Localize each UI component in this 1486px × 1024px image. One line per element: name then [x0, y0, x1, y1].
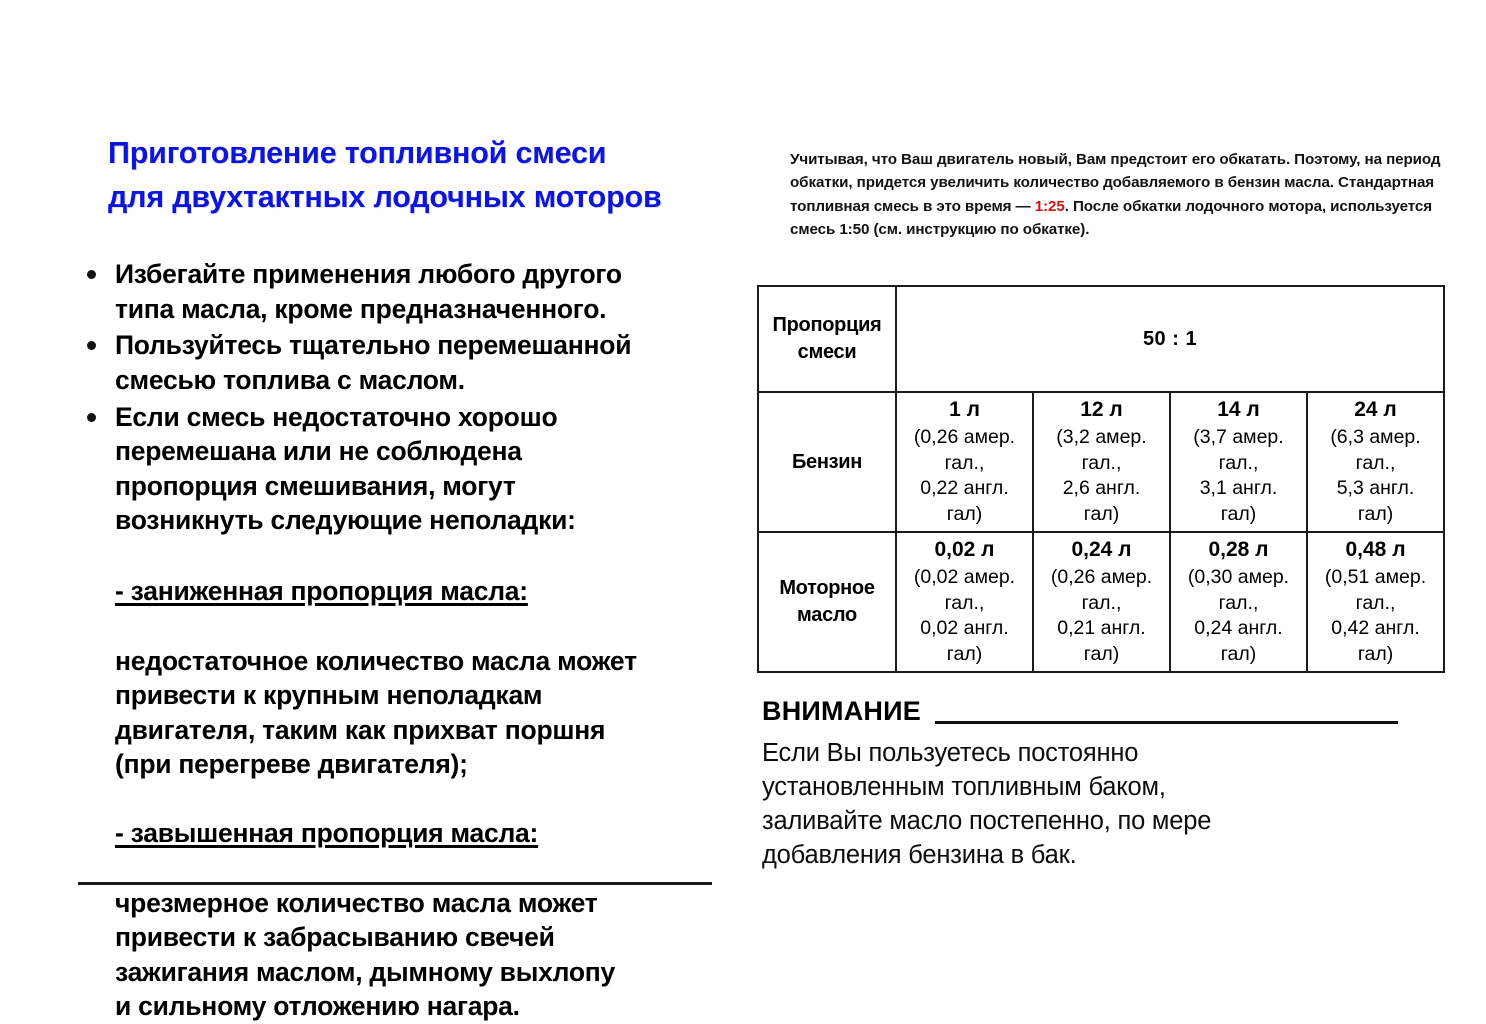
attention-body-text: Если Вы пользуетесь постоянно установлен…: [762, 739, 1212, 870]
subsection-heading: - завышенная пропорция масла:: [115, 818, 539, 849]
document-page: Приготовление топливной смеси для двухта…: [78, 136, 1452, 1022]
subsection-low-oil-ratio: - заниженная пропорция масла: недостаточ…: [78, 540, 718, 782]
break-in-intro-paragraph: Учитывая, что Ваш двигатель новый, Вам п…: [790, 148, 1450, 242]
cell-amount-main: 12 л: [1080, 398, 1123, 422]
table-cell: 0,02 л (0,02 амер. гал., 0,02 англ. гал): [895, 531, 1034, 673]
attention-divider: [934, 721, 1398, 724]
list-item: Если смесь недостаточно хорошо перемешан…: [78, 400, 718, 538]
cell-amount-main: 1 л: [949, 398, 980, 422]
table-cell: 0,24 л (0,26 амер. гал., 0,21 англ. гал): [1032, 531, 1171, 673]
table-cell: 14 л (3,7 амер. гал., 3,1 англ. гал): [1169, 391, 1308, 533]
cell-amount-sub: (0,51 амер. гал., 0,42 англ. гал): [1324, 566, 1427, 666]
cell-amount-main: 0,24 л: [1071, 538, 1132, 562]
cell-amount-sub: (6,3 амер. гал., 5,3 англ. гал): [1330, 426, 1421, 526]
subsection-body: недостаточное количество масла может при…: [115, 645, 637, 780]
subsection-high-oil-ratio: - завышенная пропорция масла: чрезмерное…: [78, 782, 718, 1024]
intro-text-part1: Учитывая, что Ваш двигатель новый, Вам п…: [790, 151, 1441, 215]
table-cell: 1 л (0,26 амер. гал., 0,22 англ. гал): [895, 391, 1034, 533]
cell-amount-main: 14 л: [1217, 398, 1260, 422]
intro-text-part2: . После обкатки лодочного мотора, исполь…: [790, 197, 1433, 239]
right-column: Учитывая, что Ваш двигатель новый, Вам п…: [790, 148, 1450, 242]
break-in-ratio-highlight: 1:25: [1034, 197, 1065, 215]
fuel-mix-table: Пропорция смеси 50 : 1 Бензин 1 л (0,26 …: [757, 285, 1446, 673]
list-item: Избегайте применения любого другого типа…: [78, 257, 718, 326]
cell-amount-sub: (0,26 амер. гал., 0,21 англ. гал): [1050, 566, 1153, 666]
table-row-label-engine-oil: Моторное масло: [757, 531, 897, 673]
subsection-heading: - заниженная пропорция масла:: [115, 576, 528, 607]
cell-amount-main: 24 л: [1354, 398, 1397, 422]
left-column-divider: [78, 882, 712, 885]
cell-amount-sub: (0,02 амер. гал., 0,02 англ. гал): [913, 566, 1016, 666]
table-row: Моторное масло 0,02 л (0,02 амер. гал., …: [757, 531, 1446, 673]
table-header-mix-proportion: Пропорция смеси: [757, 285, 897, 393]
table-cell: 0,28 л (0,30 амер. гал., 0,24 англ. гал): [1169, 531, 1308, 673]
attention-title: ВНИМАНИЕ: [762, 696, 921, 726]
instructions-bullet-list: Избегайте применения любого другого типа…: [78, 257, 718, 538]
table-row: Пропорция смеси 50 : 1: [757, 285, 1446, 393]
cell-amount-main: 0,48 л: [1345, 538, 1406, 562]
table-header-ratio-value: 50 : 1: [894, 285, 1446, 393]
table-row-label-gasoline: Бензин: [757, 391, 897, 533]
table-cell: 24 л (6,3 амер. гал., 5,3 англ. гал): [1305, 391, 1446, 533]
cell-amount-sub: (0,30 амер. гал., 0,24 англ. гал): [1187, 566, 1290, 666]
cell-amount-sub: (3,2 амер. гал., 2,6 англ. гал): [1056, 426, 1147, 526]
cell-amount-main: 0,28 л: [1208, 538, 1269, 562]
table-cell: 0,48 л (0,51 амер. гал., 0,42 англ. гал): [1305, 531, 1446, 673]
list-item: Пользуйтесь тщательно перемешанной смесь…: [78, 328, 718, 397]
cell-amount-sub: (0,26 амер. гал., 0,22 англ. гал): [913, 426, 1016, 526]
table-cell: 12 л (3,2 амер. гал., 2,6 англ. гал): [1032, 391, 1171, 533]
page-title: Приготовление топливной смеси для двухта…: [108, 136, 662, 214]
left-column: Приготовление топливной смеси для двухта…: [78, 132, 718, 1024]
table-row: Бензин 1 л (0,26 амер. гал., 0,22 англ. …: [757, 391, 1446, 533]
cell-amount-main: 0,02 л: [934, 538, 995, 562]
cell-amount-sub: (3,7 амер. гал., 3,1 англ. гал): [1193, 426, 1284, 526]
attention-block: ВНИМАНИЕ Если Вы пользуетесь постоянно у…: [762, 696, 1452, 872]
subsection-body: чрезмерное количество масла может привес…: [115, 887, 615, 1022]
attention-heading-row: ВНИМАНИЕ: [762, 696, 1452, 727]
